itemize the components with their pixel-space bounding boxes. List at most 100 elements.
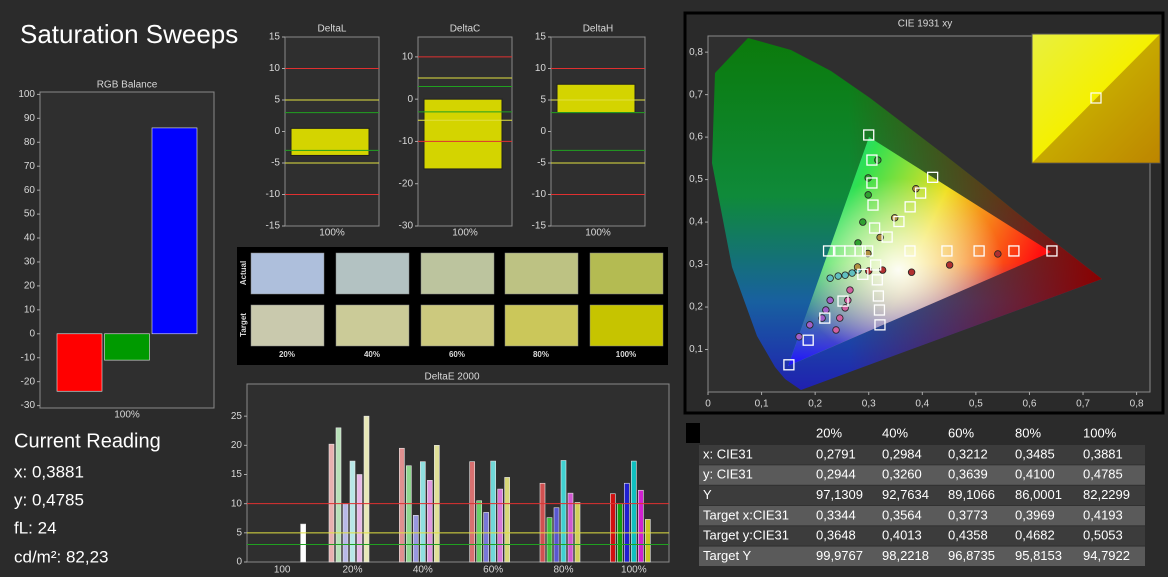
table-row — [699, 445, 1145, 465]
reading-line: fL: 24 — [14, 518, 57, 537]
table-cell: 0,3260 — [882, 467, 922, 482]
target-point — [914, 187, 927, 199]
x-tick-label: 0,5 — [969, 399, 983, 410]
measured-point — [891, 214, 899, 222]
column-label: 40% — [364, 350, 380, 359]
measured-point — [907, 268, 916, 276]
bar — [610, 493, 616, 563]
target-point — [862, 245, 874, 257]
page-title: Saturation Sweeps — [20, 19, 238, 49]
range-bar — [290, 127, 370, 156]
reading-heading: Current Reading — [14, 430, 161, 452]
y-tick-label: 0,6 — [689, 132, 703, 143]
bar — [335, 427, 342, 563]
measured-point — [818, 314, 826, 322]
table-cell: 0,2944 — [816, 467, 856, 482]
table-cell: 0,4785 — [1083, 467, 1123, 482]
y-tick-label: -5 — [537, 158, 546, 169]
target-point — [834, 245, 846, 257]
y-tick-label: 0,3 — [689, 259, 703, 270]
target-point — [874, 319, 886, 331]
table-cell: 98,2218 — [882, 548, 929, 563]
bar — [469, 461, 475, 563]
y-tick-label: 5 — [236, 527, 242, 538]
measured-point — [848, 269, 856, 277]
y-tick-label: 15 — [231, 469, 243, 480]
y-tick-label: -30 — [399, 221, 414, 232]
bar — [363, 415, 370, 563]
measured-point — [841, 271, 849, 279]
color-swatch — [250, 252, 325, 295]
y-tick-label: 30 — [24, 257, 36, 268]
y-tick-label: 80 — [24, 137, 36, 148]
measured-point — [822, 306, 830, 314]
reading-line: x: 0,3881 — [14, 462, 84, 481]
chart-title: DeltaL — [318, 24, 347, 35]
y-tick-label: 0,7 — [689, 89, 703, 100]
column-label: 100% — [616, 350, 636, 359]
measured-point — [834, 272, 842, 280]
bar — [349, 460, 356, 563]
color-swatch — [589, 304, 664, 347]
color-swatch — [589, 252, 664, 295]
column-label: 60% — [449, 350, 465, 359]
target-point — [873, 304, 886, 316]
plot-area — [550, 36, 646, 227]
table-row-label: Target x:CIE31 — [703, 507, 789, 522]
target-point — [857, 268, 869, 280]
y-tick-label: 50 — [24, 209, 36, 220]
target-point — [1046, 245, 1058, 257]
color-swatch — [335, 252, 410, 295]
target-point — [904, 245, 916, 257]
y-tick-label: -20 — [399, 178, 414, 189]
x-tick-label: 0,8 — [1130, 399, 1144, 410]
zoom-inset-shade — [1032, 34, 1160, 163]
table-cell: 89,1066 — [948, 487, 995, 502]
y-tick-label: 0,2 — [689, 302, 703, 313]
bar — [638, 489, 644, 563]
bar — [56, 333, 103, 392]
x-tick-label: 0,3 — [862, 399, 876, 410]
table-cell: 0,2984 — [882, 446, 922, 461]
y-tick-label: -30 — [21, 400, 36, 411]
x-tick-label: 0,6 — [1023, 399, 1037, 410]
x-tick-label: 100% — [114, 410, 140, 421]
table-cell: 0,3639 — [948, 467, 988, 482]
table-cell: 0,3212 — [948, 446, 988, 461]
table-row-label: Target y:CIE31 — [703, 528, 789, 543]
bar — [504, 477, 510, 563]
table-cell: 0,4100 — [1015, 467, 1055, 482]
table-row-label: x: CIE31 — [703, 446, 753, 461]
table-row — [699, 465, 1145, 485]
table-cell: 0,4013 — [882, 528, 922, 543]
y-tick-label: 15 — [269, 32, 281, 43]
bar — [300, 523, 306, 563]
x-tick-label: 0,1 — [755, 399, 769, 410]
x-tick-label: 40% — [413, 565, 433, 576]
bar — [553, 507, 560, 563]
x-tick-label: 60% — [483, 565, 503, 576]
y-tick-label: 10 — [231, 498, 243, 509]
y-tick-label: -10 — [21, 352, 36, 363]
target-point — [819, 312, 831, 324]
measured-point — [859, 218, 867, 226]
bar — [631, 460, 637, 563]
table-cell: 0,2791 — [816, 446, 856, 461]
target-point — [871, 274, 883, 286]
table-row-label: Target Y — [703, 548, 752, 563]
y-tick-label: 20 — [231, 440, 243, 451]
target-point — [881, 231, 893, 243]
y-tick-label: 100 — [18, 89, 35, 100]
table-header-cell: 100% — [1083, 425, 1117, 440]
y-tick-label: -10 — [399, 136, 414, 147]
measured-point — [864, 191, 872, 199]
y-tick-label: 15 — [535, 32, 547, 43]
table-row-label: Y — [703, 487, 712, 502]
table-cell: 95,8153 — [1015, 548, 1062, 563]
measured-point — [945, 261, 954, 269]
measured-point — [795, 333, 803, 341]
y-tick-label: -15 — [532, 221, 547, 232]
y-tick-label: 0 — [236, 557, 242, 568]
